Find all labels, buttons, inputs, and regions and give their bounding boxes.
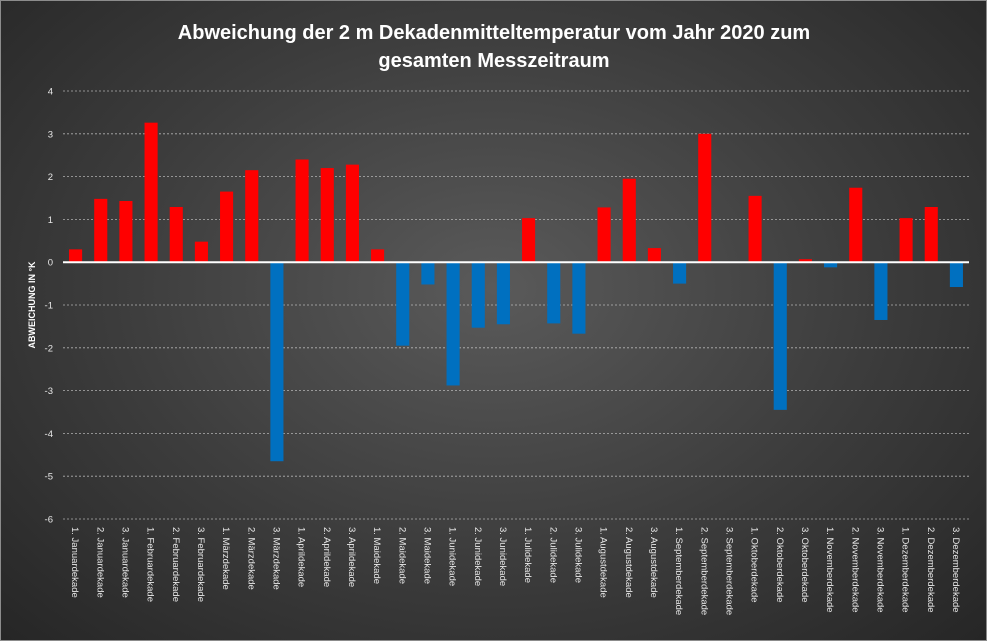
bar: [144, 122, 158, 263]
x-tick-label: 2. Augustdekade: [623, 527, 634, 598]
bars: [69, 122, 963, 462]
x-tick-label: 3. Januardekade: [119, 527, 130, 598]
grid-lines: [63, 90, 969, 520]
y-axis-ticks: 4 3 2 1 0 -1 -2 -3 -4 -5 -6: [45, 87, 53, 526]
y-tick-label: 0: [48, 258, 53, 269]
x-tick-label: 3. Novemberdekade: [874, 527, 885, 613]
x-tick-label: 1. Junidekade: [447, 527, 458, 586]
x-axis-ticks: 1. Januardekade 2. Januardekade 3. Januard…: [69, 527, 961, 615]
bar: [245, 170, 259, 263]
bar: [220, 191, 234, 263]
x-tick-label: 2. Februardekade: [170, 527, 181, 602]
y-tick-label: -1: [45, 301, 53, 312]
x-tick-label: 3. Maidekade: [421, 527, 432, 584]
chart-title-line: gesamten Messzeitraum: [378, 50, 609, 72]
x-tick-label: 3. Oktoberdekade: [799, 527, 810, 603]
bar: [295, 159, 309, 263]
x-tick-label: 3. Aprildekade: [346, 527, 357, 587]
x-tick-label: 1. Julidekade: [522, 527, 533, 583]
bar: [270, 262, 284, 462]
bar: [773, 262, 787, 410]
y-tick-label: 3: [48, 129, 53, 140]
x-tick-label: 2. Junidekade: [472, 527, 483, 586]
bar: [572, 262, 586, 334]
x-tick-label: 3. Februardekade: [195, 527, 206, 602]
bar: [471, 262, 485, 328]
bar: [169, 206, 183, 263]
x-tick-label: 3. Märzdekade: [270, 527, 281, 590]
chart-title: Abweichung der 2 m Dekadenmitteltemperat…: [178, 22, 810, 72]
bar: [396, 262, 410, 346]
x-tick-label: 2. Septemberdekade: [698, 527, 709, 615]
bar: [371, 249, 385, 263]
x-tick-label: 1. Novemberdekade: [824, 527, 835, 613]
x-tick-label: 2. Novemberdekade: [849, 527, 860, 613]
bar: [673, 262, 687, 284]
bar: [320, 168, 334, 263]
bar: [522, 218, 536, 263]
x-tick-label: 1. Aprildekade: [296, 527, 307, 587]
x-tick-label: 1. Septemberdekade: [673, 527, 684, 615]
bar: [924, 206, 938, 263]
bar: [421, 262, 435, 285]
x-tick-label: 2. Dezemberdekade: [925, 527, 936, 613]
bar: [748, 195, 762, 263]
x-tick-label: 3. Dezemberdekade: [950, 527, 961, 613]
x-tick-label: 1. Märzdekade: [220, 527, 231, 590]
bar: [622, 178, 636, 263]
bar: [698, 133, 712, 263]
x-tick-label: 3. Junidekade: [497, 527, 508, 586]
y-tick-label: -2: [45, 343, 53, 354]
x-tick-label: 3. Julidekade: [572, 527, 583, 583]
x-tick-label: 2. Oktoberdekade: [774, 527, 785, 603]
y-tick-label: -4: [45, 429, 53, 440]
x-tick-label: 2. Aprildekade: [321, 527, 332, 587]
bar: [798, 259, 812, 263]
x-tick-label: 1. Dezemberdekade: [900, 527, 911, 613]
bar: [949, 262, 963, 288]
x-tick-label: 2. Märzdekade: [245, 527, 256, 590]
bar: [345, 164, 359, 263]
x-tick-label: 1. Februardekade: [145, 527, 156, 602]
bar: [824, 262, 838, 268]
x-tick-label: 3. Augustdekade: [648, 527, 659, 598]
x-tick-label: 1. Augustdekade: [598, 527, 609, 598]
y-tick-label: 4: [48, 87, 53, 98]
bar: [446, 262, 460, 386]
x-tick-label: 2. Januardekade: [94, 527, 105, 598]
y-axis-label: ABWEICHUNG IN °K: [27, 261, 37, 349]
bar: [119, 201, 133, 263]
bar: [496, 262, 510, 325]
y-tick-label: -5: [45, 472, 53, 483]
x-tick-label: 3. Septemberdekade: [723, 527, 734, 615]
bar: [597, 207, 611, 263]
y-tick-label: -6: [45, 515, 53, 526]
y-tick-label: 2: [48, 172, 53, 183]
x-tick-label: 2. Maidekade: [396, 527, 407, 584]
bar: [647, 248, 661, 263]
bar: [874, 262, 888, 320]
bar: [547, 262, 561, 324]
bar: [69, 249, 83, 263]
bar: [849, 187, 863, 263]
x-tick-label: 1. Maidekade: [371, 527, 382, 584]
y-tick-label: 1: [48, 215, 53, 226]
bar: [194, 241, 208, 263]
x-tick-label: 2. Julidekade: [547, 527, 558, 583]
chart-title-line: Abweichung der 2 m Dekadenmitteltemperat…: [178, 22, 810, 44]
y-tick-label: -3: [45, 386, 53, 397]
x-tick-label: 1. Oktoberdekade: [749, 527, 760, 603]
bar: [94, 198, 108, 263]
bar: [899, 218, 913, 263]
x-tick-label: 1. Januardekade: [69, 527, 80, 598]
